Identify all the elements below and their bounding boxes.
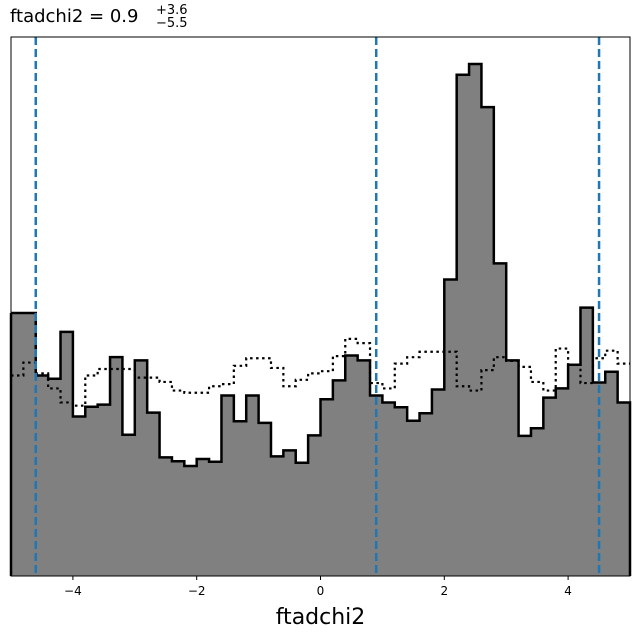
histogram-bar (506, 360, 519, 576)
histogram-bar (258, 422, 272, 576)
histogram-bar (605, 371, 619, 576)
histogram-bar (493, 263, 507, 576)
histogram-bar (382, 402, 396, 576)
histogram-bar (407, 420, 420, 576)
histogram-bar (345, 355, 359, 576)
histogram-bar (456, 74, 470, 576)
histogram-bar (23, 312, 37, 576)
histogram-bar (11, 312, 24, 576)
histogram-bar (283, 450, 297, 576)
histogram-bar (171, 461, 185, 576)
histogram-bar (35, 375, 49, 576)
histogram-bar (617, 402, 631, 576)
histogram-bar (48, 378, 61, 576)
histogram-bar (134, 360, 148, 576)
histogram-bar (196, 459, 210, 576)
histogram-bar (394, 407, 408, 576)
histogram-bar (592, 382, 606, 576)
chart-title-lower: −5.5 (156, 16, 188, 31)
histogram-bar (246, 395, 259, 576)
x-tick-label: 0 (317, 584, 325, 598)
histogram-bar (308, 435, 321, 576)
histogram-bar (444, 279, 458, 576)
x-tick-label: 2 (440, 584, 448, 598)
histogram-bar (270, 456, 284, 576)
histogram-bar (518, 435, 532, 576)
histogram-bar (72, 416, 86, 576)
histogram-bar (530, 428, 544, 576)
filled-histogram-outline (9, 62, 632, 576)
x-tick-label: −2 (188, 584, 206, 598)
histogram-bar (357, 360, 371, 576)
histogram-bar (580, 307, 594, 576)
x-tick-label: 4 (564, 584, 572, 598)
histogram-bar (184, 466, 198, 576)
histogram-bar (147, 412, 160, 576)
histogram-bar (568, 364, 581, 576)
histogram-bar (85, 406, 99, 576)
histogram-bar (233, 421, 247, 576)
histogram-bar (555, 388, 569, 576)
histogram-bar (60, 331, 74, 576)
histogram-bar (209, 461, 222, 576)
histogram-bar (431, 389, 445, 576)
histogram-bar (332, 380, 346, 576)
histogram-bar (419, 413, 433, 576)
chart-title: ftadchi2 = 0.9 (10, 6, 138, 27)
histogram-bar (295, 462, 309, 576)
x-tick-label: −4 (64, 584, 82, 598)
histogram-bar (320, 399, 334, 576)
dotted-histogram-line (11, 337, 630, 407)
histogram-bar (543, 397, 557, 576)
chart-title-prefix: ftadchi2 = 0.9 (10, 6, 138, 27)
plot-marks (9, 37, 632, 576)
chart-title-upper: +3.6 (156, 3, 188, 18)
histogram-bar (159, 457, 173, 576)
histogram-bar (481, 107, 495, 576)
histogram-bar (110, 357, 123, 576)
histogram-bar (97, 404, 111, 576)
histogram-bar (469, 63, 482, 576)
histogram-bar (221, 395, 235, 576)
x-axis-ticks: −4 −2 0 2 4 (64, 576, 572, 598)
filled-histogram-bars (11, 63, 631, 576)
x-axis-label: ftadchi2 (276, 605, 366, 630)
histogram-bar (122, 434, 136, 576)
